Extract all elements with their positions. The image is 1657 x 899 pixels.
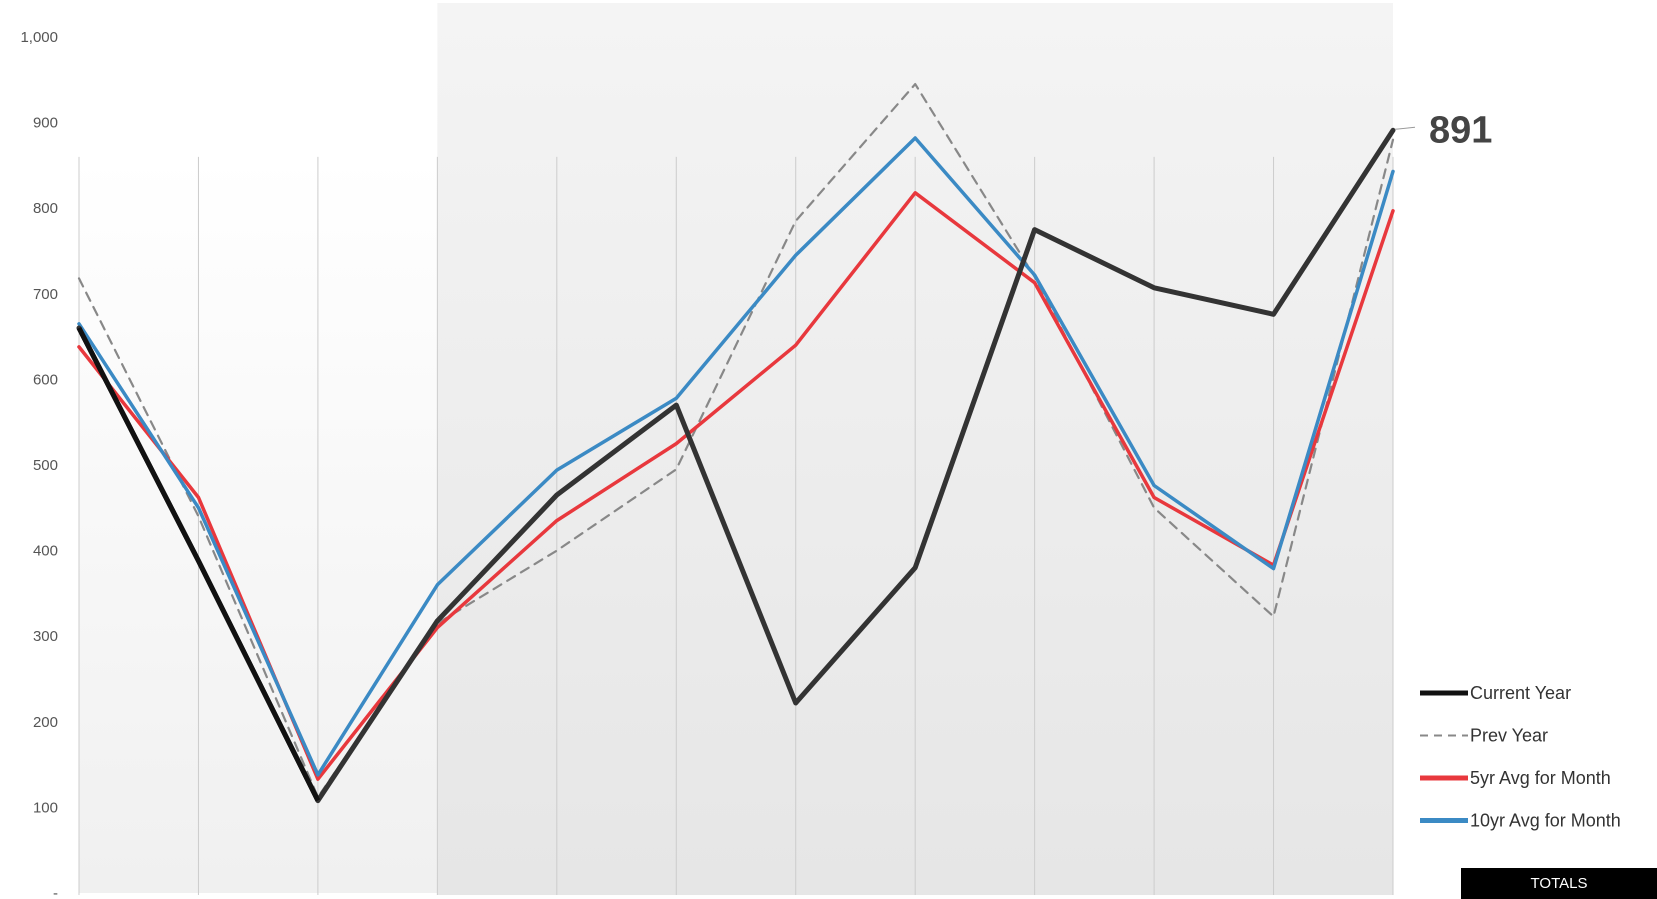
y-tick-label: 500: [33, 457, 58, 474]
legend-label: Prev Year: [1470, 726, 1548, 746]
plot-background: [79, 3, 1393, 895]
totals-label: TOTALS: [1461, 868, 1657, 899]
y-tick-label: 800: [33, 200, 58, 217]
y-tick-label: 300: [33, 628, 58, 645]
y-tick-label: 900: [33, 115, 58, 132]
y-tick-label: 400: [33, 543, 58, 560]
plot-area-left: [79, 156, 438, 894]
end-value-label: 891: [1429, 109, 1492, 151]
legend: Current Year Prev Year 5yr Avg for Month 10…: [1420, 683, 1621, 831]
y-tick-label: 1,000: [20, 29, 58, 46]
end-label-leader: [1394, 126, 1416, 130]
y-tick-label: 700: [33, 286, 58, 303]
legend-label: Current Year: [1470, 683, 1571, 703]
legend-label: 10yr Avg for Month: [1470, 811, 1621, 831]
series-line-10yr-avg-for-month: [77, 136, 1395, 777]
series-lines: [76, 82, 1396, 804]
series-line-current-year-start: [76, 326, 321, 802]
legend-label: 5yr Avg for Month: [1470, 768, 1611, 788]
y-tick-label: 200: [33, 714, 58, 731]
y-tick-label: 600: [33, 371, 58, 388]
series-line-prev-year: [77, 82, 1395, 799]
y-axis-tick-labels: - 100 200 300 400 500 600 700 800 900 1,000: [20, 29, 58, 899]
vertical-gridlines: [78, 156, 1394, 895]
end-annotation: 891: [1394, 109, 1492, 151]
y-tick-label: -: [53, 885, 58, 899]
y-tick-label: 100: [33, 799, 58, 816]
